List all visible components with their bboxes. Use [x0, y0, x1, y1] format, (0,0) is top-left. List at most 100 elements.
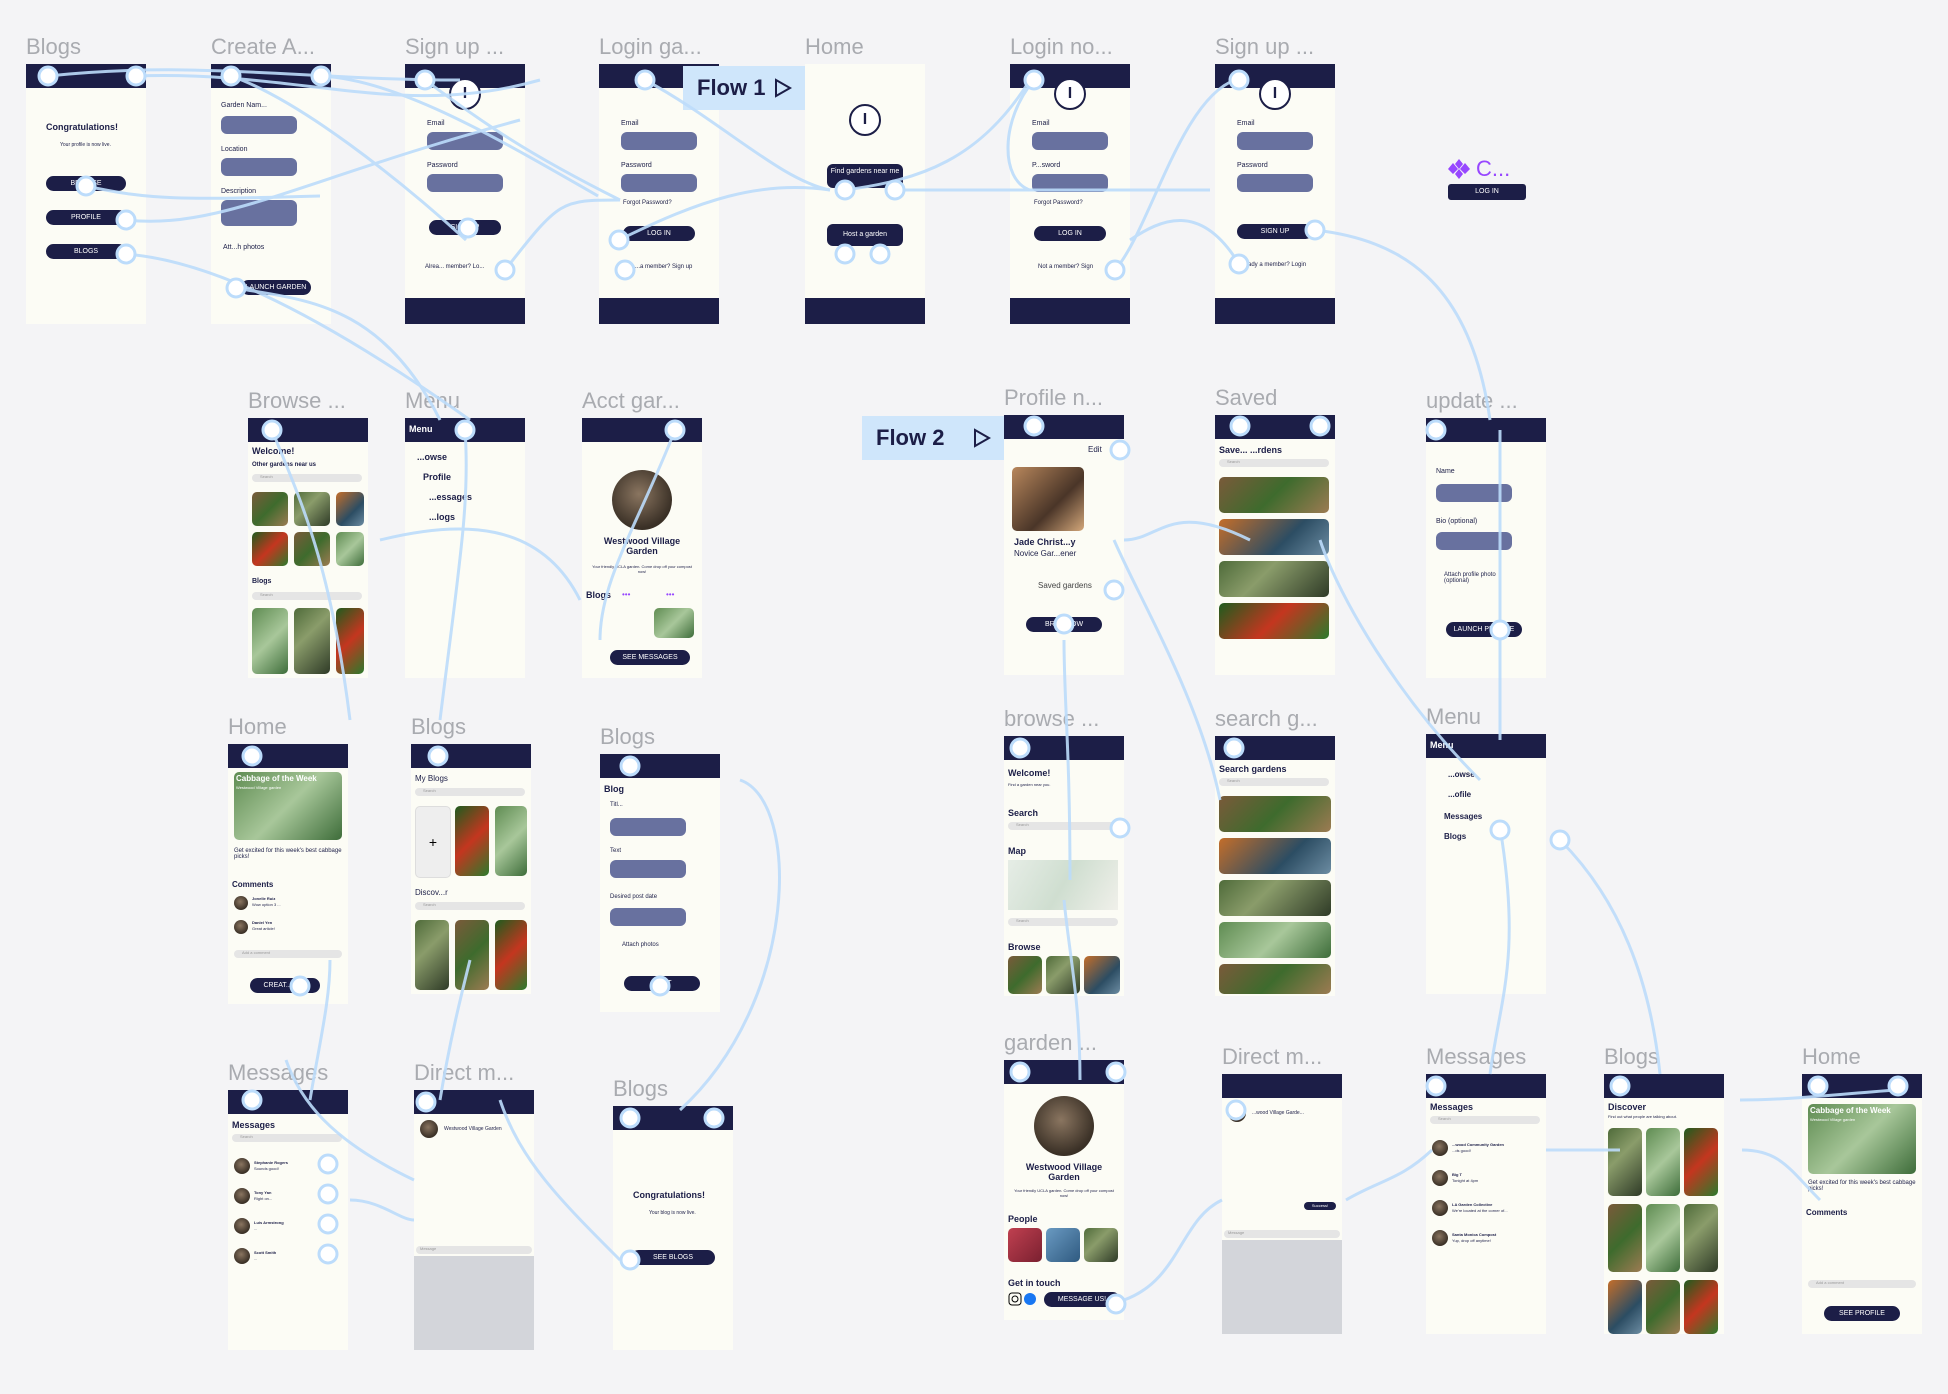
launch-profile-button[interactable]: LAUNCH PROFILE	[1446, 622, 1522, 637]
frame-my-blogs[interactable]: My Blogs Search + Discov...r Search	[411, 744, 531, 994]
map-search-input[interactable]: Search	[1008, 918, 1118, 926]
menu-item-profile[interactable]: Profile	[423, 472, 452, 482]
launch-garden-button[interactable]: LAUNCH GARDEN	[241, 280, 311, 295]
cabbage-banner[interactable]: Cabbage of the Week Westwood Village gar…	[234, 772, 342, 840]
frame-signup[interactable]: I Email Password SIGN UP Alrea... member…	[405, 64, 525, 324]
email-field[interactable]	[1237, 132, 1313, 150]
blog-photo[interactable]	[455, 806, 489, 876]
browse-now-button[interactable]: BRO...NOW	[1026, 617, 1102, 632]
frame-title-direct[interactable]: Direct m...	[414, 1060, 515, 1085]
title-field[interactable]	[610, 818, 686, 836]
create-blog-button[interactable]: CREAT...LOG	[250, 978, 320, 993]
search-input[interactable]: Search	[232, 1134, 342, 1142]
login-button[interactable]: LOG IN	[623, 226, 695, 241]
frame-title-direct-2[interactable]: Direct m...	[1222, 1044, 1323, 1069]
email-field[interactable]	[621, 132, 697, 150]
blog-photo[interactable]	[1646, 1280, 1680, 1334]
frame-home-week-2[interactable]: Cabbage of the Week Westwood Village gar…	[1802, 1074, 1922, 1334]
frame-signup-2[interactable]: I Email Password SIGN UP ...ady a member…	[1215, 64, 1335, 324]
email-field[interactable]	[427, 132, 503, 150]
signup-button[interactable]: SIGN UP	[429, 220, 501, 235]
thread-name[interactable]: ...wood Community Garden	[1452, 1142, 1505, 1147]
frame-acct-garden[interactable]: Westwood Village Garden Your friendly UC…	[582, 418, 702, 678]
blog-photo[interactable]	[455, 920, 489, 990]
frame-home-flow[interactable]: I Find gardens near me Host a garden	[805, 64, 925, 324]
person-photo[interactable]	[1084, 1228, 1118, 1262]
thread-name[interactable]: Stephanie Rogers	[254, 1160, 289, 1165]
login-link[interactable]: ...ady a member? Login	[1243, 262, 1307, 268]
flow-1-start[interactable]: Flow 1	[683, 66, 805, 110]
bio-field[interactable]	[1436, 532, 1512, 550]
garden-photo[interactable]	[336, 492, 364, 526]
frame-browse-map[interactable]: Welcome! Find a garden near you. Search …	[1004, 736, 1124, 996]
frame-title-home-3[interactable]: Home	[1802, 1044, 1861, 1069]
blog-photo[interactable]	[495, 806, 527, 876]
blog-photo[interactable]	[1684, 1280, 1718, 1334]
frame-saved[interactable]: Save... ...rdens Search	[1215, 415, 1335, 675]
password-field[interactable]	[621, 174, 697, 192]
thread-name[interactable]: LA Garden Collective	[1452, 1202, 1493, 1207]
frame-search-gardens[interactable]: Search gardens Search	[1215, 736, 1335, 996]
signup-button[interactable]: SIGN UP	[1237, 224, 1313, 239]
email-field[interactable]	[1032, 132, 1108, 150]
attach-photos-label[interactable]: Attach photos	[622, 942, 659, 948]
menu-item-messages[interactable]: Messages	[1444, 812, 1483, 821]
blog-photo[interactable]	[294, 608, 330, 674]
see-profile-button[interactable]: SEE PROFILE	[1824, 1306, 1900, 1321]
garden-photo[interactable]	[336, 532, 364, 566]
frame-title-garden[interactable]: garden ...	[1004, 1030, 1097, 1055]
thread-name[interactable]: Luis Armstrong	[254, 1220, 284, 1225]
attach-photos-label[interactable]: Att...h photos	[223, 244, 265, 251]
frame-discover-blogs[interactable]: Discover Find out what people are talkin…	[1604, 1074, 1724, 1334]
person-photo[interactable]	[1008, 1228, 1042, 1262]
blog-search-input[interactable]: Search	[252, 592, 362, 600]
blog-photo[interactable]	[336, 608, 364, 674]
forgot-password-link[interactable]: Forgot Password?	[623, 200, 672, 206]
garden-card[interactable]	[1219, 838, 1331, 874]
garden-map[interactable]	[1008, 860, 1118, 910]
see-blogs-button[interactable]: SEE BLOGS	[631, 1250, 715, 1265]
frame-title-blogs-5[interactable]: Blogs	[1604, 1044, 1660, 1069]
saved-garden-card[interactable]	[1219, 477, 1329, 513]
cabbage-banner[interactable]: Cabbage of the Week Westwood Village gar…	[1808, 1104, 1916, 1174]
blogs-button[interactable]: BLOGS	[46, 244, 126, 259]
frame-title-blogs-3[interactable]: Blogs	[600, 724, 656, 749]
thread-name[interactable]: Big T	[1452, 1172, 1462, 1177]
find-gardens-button[interactable]: Find gardens near me	[827, 164, 903, 188]
frame-blog-form[interactable]: Blog Titl... Text Desired post date Atta…	[600, 754, 720, 1012]
blog-photo[interactable]	[415, 920, 449, 990]
blog-photo[interactable]	[1608, 1204, 1642, 1272]
garden-photo[interactable]	[294, 532, 330, 566]
password-field[interactable]	[1237, 174, 1313, 192]
date-field[interactable]	[610, 908, 686, 926]
saved-garden-card[interactable]	[1219, 603, 1329, 639]
menu-item-profile[interactable]: ...ofile	[1448, 790, 1472, 799]
login-link[interactable]: Alrea... member? Lo...	[425, 264, 485, 270]
forgot-password-link[interactable]: Forgot Password?	[1034, 200, 1083, 206]
add-blog-icon[interactable]: +	[415, 806, 451, 878]
message-input[interactable]: Message	[416, 1246, 532, 1254]
frame-title-login-garden[interactable]: Login ga...	[599, 34, 702, 59]
message-us-button[interactable]: MESSAGE US!	[1044, 1292, 1120, 1307]
frame-direct-message-2[interactable]: ...wood Village Garde... Success! Messag…	[1222, 1074, 1342, 1334]
frame-title-browse-2[interactable]: browse ...	[1004, 706, 1100, 731]
password-field[interactable]	[1032, 174, 1108, 192]
frame-menu-2[interactable]: Menu ...owse ...ofile Messages Blogs	[1426, 734, 1546, 994]
frame-title-menu[interactable]: Menu	[405, 388, 461, 413]
frame-blogs-done[interactable]: Congratulations! Your blog is now live. …	[613, 1106, 733, 1350]
name-field[interactable]	[1436, 484, 1512, 502]
login-button[interactable]: LOG IN	[1034, 226, 1106, 241]
frame-title-acct-garden[interactable]: Acct gar...	[582, 388, 680, 413]
message-input[interactable]: Message	[1224, 1230, 1340, 1238]
frame-title-messages[interactable]: Messages	[228, 1060, 329, 1085]
blog-photo[interactable]	[1646, 1204, 1680, 1272]
password-field[interactable]	[427, 174, 503, 192]
frame-browse[interactable]: Welcome! Other gardens near us Search Bl…	[248, 418, 368, 678]
post-button[interactable]: POST	[624, 976, 700, 991]
blog-photo[interactable]	[495, 920, 527, 990]
search-input[interactable]: Search	[252, 474, 362, 482]
blog-photo[interactable]	[1608, 1128, 1642, 1196]
search-input[interactable]: Search	[415, 788, 525, 796]
blog-photo[interactable]	[1608, 1280, 1642, 1334]
